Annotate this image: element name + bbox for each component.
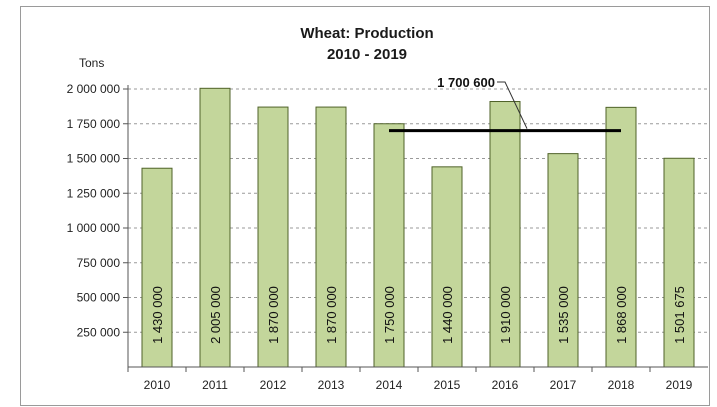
bar — [141, 167, 173, 368]
x-tick-label: 2013 — [318, 378, 345, 392]
y-tick-label: 500 000 — [77, 291, 121, 305]
chart-frame: Wheat: Production 2010 - 2019 Tons 1 430… — [20, 6, 710, 406]
bar-data-label: 1 440 000 — [440, 286, 455, 344]
bar — [315, 106, 347, 368]
bar-data-label: 1 501 675 — [672, 286, 687, 344]
x-tick-label: 2016 — [492, 378, 519, 392]
bar — [663, 157, 695, 368]
bar-data-label: 1 870 000 — [266, 286, 281, 344]
x-tick-label: 2018 — [608, 378, 635, 392]
y-axis-label: Tons — [79, 56, 104, 70]
x-tick-label: 2010 — [144, 378, 171, 392]
x-tick-label: 2019 — [666, 378, 693, 392]
chart-title: Wheat: Production — [300, 25, 433, 42]
reference-line-leader — [497, 81, 528, 129]
bar-chart: Wheat: Production 2010 - 2019 Tons 1 430… — [67, 25, 708, 392]
x-tick-label: 2012 — [260, 378, 287, 392]
x-tick-label: 2015 — [434, 378, 461, 392]
bar-data-label: 1 910 000 — [498, 286, 513, 344]
bar — [489, 101, 521, 368]
bar-data-label: 1 750 000 — [382, 286, 397, 344]
y-tick-label: 1 000 000 — [67, 221, 121, 235]
y-tick-label: 1 500 000 — [67, 152, 121, 166]
bar — [431, 166, 463, 368]
y-tick-label: 1 750 000 — [67, 117, 121, 131]
y-tick-label: 250 000 — [77, 325, 121, 339]
bar-data-label: 1 870 000 — [324, 286, 339, 344]
x-tick-label: 2017 — [550, 378, 577, 392]
y-tick-label: 750 000 — [77, 256, 121, 270]
bar-data-label: 2 005 000 — [208, 286, 223, 344]
bar — [373, 123, 405, 368]
y-tick-label: 1 250 000 — [67, 186, 121, 200]
bar-data-label: 1 535 000 — [556, 286, 571, 344]
x-tick-label: 2011 — [202, 378, 228, 392]
bar — [547, 153, 579, 368]
bar-data-label: 1 868 000 — [614, 286, 629, 344]
x-tick-label: 2014 — [376, 378, 403, 392]
y-tick-label: 2 000 000 — [67, 82, 121, 96]
bar — [605, 106, 637, 368]
bar — [257, 106, 289, 368]
bar-data-label: 1 430 000 — [150, 286, 165, 344]
reference-line-label: 1 700 600 — [437, 75, 495, 90]
chart-subtitle: 2010 - 2019 — [327, 46, 407, 63]
